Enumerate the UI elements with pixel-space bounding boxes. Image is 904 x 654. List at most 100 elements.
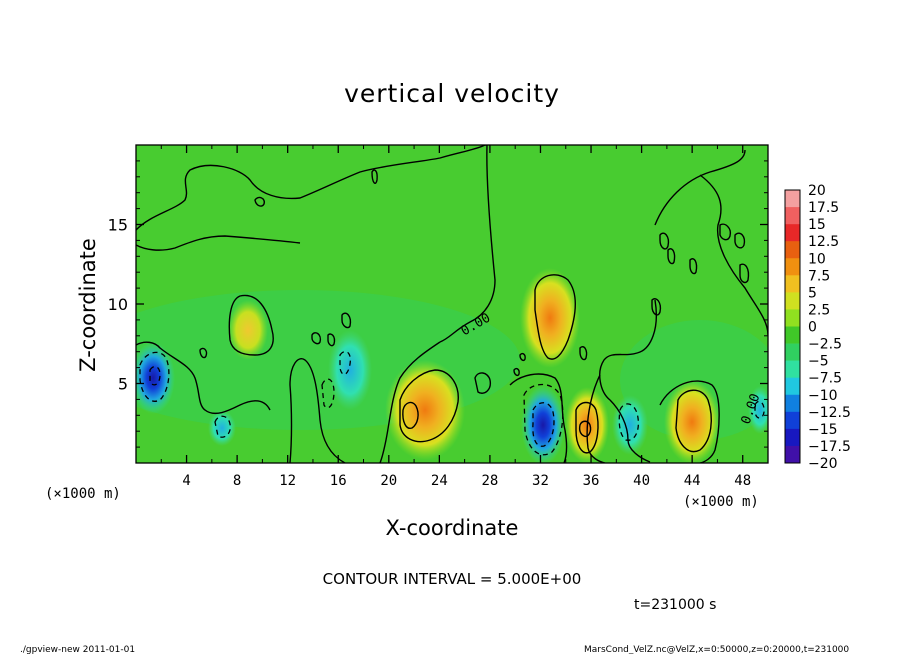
colorbar-label: 5 (808, 285, 817, 301)
negative-contour (139, 351, 170, 402)
colorbar-swatch (785, 428, 800, 447)
small-contour (734, 232, 746, 249)
small-contour (199, 347, 208, 359)
zero-contour (136, 341, 271, 414)
positive-contour (578, 420, 592, 438)
x-tick-label: 40 (633, 473, 650, 489)
colorbar-swatch (785, 224, 800, 242)
colorbar-swatch (785, 343, 800, 361)
zero-contour (136, 235, 301, 251)
zero-contour (509, 373, 568, 463)
y-axis-unit: (×1000 m) (683, 494, 759, 510)
y-tick-label: 5 (118, 375, 128, 394)
zero-contour (228, 294, 274, 356)
x-tick-label: 28 (481, 473, 498, 489)
x-tick-label: 32 (532, 473, 549, 489)
small-contour (667, 248, 676, 265)
colorbar-label: 15 (808, 217, 826, 233)
small-contour (659, 232, 670, 250)
x-axis-label: X-coordinate (386, 516, 519, 540)
colorbar-label: 0 (808, 320, 817, 336)
plot-area: 0.00 0.00 (135, 144, 769, 464)
time-label: t=231000 s (634, 597, 716, 613)
colorbar-swatch (785, 309, 800, 327)
x-tick-label: 8 (233, 473, 241, 489)
colorbar-label: 10 (808, 251, 826, 267)
colorbar-swatch (785, 207, 800, 225)
zero-contour (136, 145, 496, 343)
small-contour (651, 298, 662, 316)
colorbar-swatch (785, 411, 800, 430)
positive-contour (399, 369, 459, 443)
zero-contour (654, 149, 768, 336)
negative-contour (618, 403, 640, 441)
zero-contour (599, 299, 657, 463)
colorbar-swatch (785, 258, 800, 276)
small-contour (474, 372, 492, 394)
colorbar-swatch (785, 394, 800, 413)
colorbar-label: −17.5 (808, 439, 851, 455)
colorbar-swatch (785, 190, 800, 208)
small-contour (341, 312, 352, 329)
y-axis-label: Z-coordinate (76, 238, 100, 372)
positive-contour (402, 401, 419, 429)
colorbar-swatch (785, 292, 800, 310)
colorbar-swatch (785, 275, 800, 293)
colorbar-swatch (785, 377, 800, 396)
field-neutral-band (620, 320, 768, 440)
y-tick-label: 10 (108, 295, 128, 314)
y-tick-label: 15 (108, 216, 128, 235)
negative-contour (339, 350, 351, 375)
updraft-cell (228, 300, 268, 360)
colorbar-swatch (785, 360, 800, 378)
colorbar-label: −7.5 (808, 371, 842, 387)
y-axis: 5 10 15 (108, 144, 768, 464)
colorbar-label: −15 (808, 422, 838, 438)
contour-lines (136, 145, 768, 463)
downdraft-cell (748, 386, 768, 434)
negative-contour (523, 383, 564, 456)
negative-contour (214, 415, 231, 438)
x-tick-label: 36 (583, 473, 600, 489)
x-tick-label: 4 (182, 473, 190, 489)
x-tick-label: 48 (734, 473, 751, 489)
updraft-cell (520, 268, 580, 368)
small-contour (739, 263, 750, 284)
small-contour (719, 223, 732, 241)
footer-left: ./gpview-new 2011-01-01 (20, 645, 135, 654)
positive-contour (675, 389, 712, 453)
downdraft-cell (612, 395, 648, 455)
colorbar-label: −20 (808, 456, 838, 472)
x-axis: 4 8 12 16 20 24 28 32 36 40 44 48 (135, 145, 769, 489)
zero-contour (379, 341, 441, 463)
positive-contour (575, 401, 599, 454)
colorbar-swatch (785, 445, 800, 464)
x-tick-label: 20 (380, 473, 397, 489)
downdraft-cell (328, 330, 372, 410)
zero-contour (289, 358, 346, 463)
small-contour (371, 169, 378, 184)
colorbar-frame (784, 189, 801, 464)
downdraft-cell (208, 410, 236, 446)
contour-interval: CONTOUR INTERVAL = 5.000E+00 (323, 570, 582, 588)
small-contour (689, 258, 698, 275)
negative-contour (754, 400, 765, 419)
x-tick-label: 12 (279, 473, 296, 489)
negative-contours (139, 350, 765, 456)
footer-right: MarsCond_VelZ.nc@VelZ,x=0:50000,z=0:2000… (584, 645, 849, 654)
colorbar-label: 20 (808, 183, 826, 199)
positive-contour (534, 274, 576, 360)
chart-title: vertical velocity (344, 79, 560, 108)
x-tick-label: 16 (330, 473, 347, 489)
colorbar-label: −2.5 (808, 337, 842, 353)
colorbar-swatch (785, 241, 800, 259)
small-contour (579, 346, 588, 361)
x-axis-unit: (×1000 m) (45, 486, 121, 502)
colorbar-swatch (785, 326, 800, 344)
small-contour (519, 352, 526, 362)
negative-contour (149, 365, 161, 386)
zero-contour (659, 380, 720, 463)
small-contour (327, 333, 336, 347)
downdraft-core (521, 385, 565, 463)
